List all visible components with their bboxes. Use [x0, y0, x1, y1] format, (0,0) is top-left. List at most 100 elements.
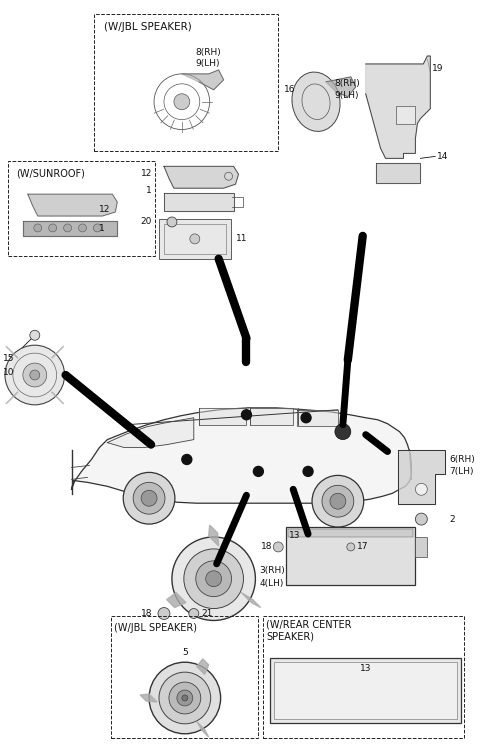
- Text: 14: 14: [437, 152, 449, 161]
- Text: (W/SUNROOF): (W/SUNROOF): [16, 168, 85, 178]
- Circle shape: [149, 662, 221, 734]
- Text: (W/JBL SPEAKER): (W/JBL SPEAKER): [114, 624, 197, 633]
- Circle shape: [303, 467, 313, 477]
- Text: 18: 18: [141, 609, 152, 618]
- Text: 6(RH): 6(RH): [449, 455, 475, 464]
- Bar: [8, 161, 155, 256]
- Bar: [164, 224, 226, 254]
- Bar: [288, 529, 413, 537]
- Polygon shape: [241, 593, 261, 608]
- Polygon shape: [52, 346, 63, 358]
- Circle shape: [330, 493, 346, 509]
- Circle shape: [322, 486, 354, 517]
- Polygon shape: [199, 408, 246, 425]
- Text: 9(LH): 9(LH): [196, 60, 220, 69]
- Circle shape: [312, 475, 364, 527]
- Text: (W/REAR CENTER
SPEAKER): (W/REAR CENTER SPEAKER): [266, 620, 352, 641]
- Bar: [264, 617, 464, 737]
- Circle shape: [196, 561, 231, 596]
- Polygon shape: [297, 409, 338, 426]
- Circle shape: [48, 224, 57, 232]
- Text: 16: 16: [284, 85, 296, 94]
- Polygon shape: [376, 164, 420, 183]
- Circle shape: [30, 330, 40, 340]
- Bar: [286, 527, 415, 584]
- Circle shape: [301, 412, 311, 423]
- Polygon shape: [6, 392, 18, 404]
- Circle shape: [184, 549, 243, 608]
- Circle shape: [206, 571, 222, 587]
- Circle shape: [189, 608, 199, 618]
- Text: (W/JBL SPEAKER): (W/JBL SPEAKER): [104, 22, 192, 32]
- Circle shape: [182, 455, 192, 464]
- Bar: [111, 617, 258, 737]
- Circle shape: [169, 682, 201, 714]
- Text: 11: 11: [236, 234, 247, 244]
- Circle shape: [177, 690, 193, 706]
- Polygon shape: [167, 593, 186, 608]
- Circle shape: [34, 224, 42, 232]
- Circle shape: [182, 695, 188, 701]
- Circle shape: [338, 425, 348, 434]
- Text: 15: 15: [3, 354, 14, 363]
- Circle shape: [335, 424, 351, 440]
- Bar: [270, 658, 461, 723]
- Polygon shape: [164, 193, 234, 211]
- Text: 9(LH): 9(LH): [334, 91, 359, 100]
- Text: 13: 13: [360, 664, 372, 673]
- Text: 4(LH): 4(LH): [259, 579, 284, 588]
- Polygon shape: [397, 449, 445, 504]
- Circle shape: [23, 363, 47, 387]
- Polygon shape: [197, 659, 209, 674]
- Text: 1: 1: [146, 185, 152, 195]
- Polygon shape: [251, 408, 293, 425]
- Circle shape: [415, 483, 427, 495]
- Circle shape: [241, 409, 252, 420]
- Circle shape: [141, 490, 157, 506]
- Polygon shape: [28, 194, 117, 216]
- Bar: [274, 662, 457, 719]
- Circle shape: [172, 537, 255, 621]
- Text: 20: 20: [141, 217, 152, 226]
- Polygon shape: [366, 56, 430, 158]
- Bar: [159, 219, 230, 259]
- Circle shape: [273, 542, 283, 552]
- Text: 18: 18: [261, 542, 272, 551]
- Polygon shape: [182, 70, 224, 90]
- Polygon shape: [326, 77, 356, 97]
- Polygon shape: [6, 346, 18, 358]
- Circle shape: [123, 473, 175, 524]
- Circle shape: [133, 483, 165, 514]
- Text: 17: 17: [357, 542, 368, 551]
- Text: 12: 12: [99, 204, 111, 213]
- Text: 21: 21: [202, 609, 213, 618]
- Bar: [396, 106, 415, 124]
- Circle shape: [159, 672, 211, 724]
- Polygon shape: [209, 525, 218, 546]
- Circle shape: [5, 345, 65, 405]
- Circle shape: [190, 234, 200, 244]
- Circle shape: [167, 217, 177, 227]
- Text: 2: 2: [449, 515, 455, 523]
- Text: 12: 12: [141, 169, 152, 178]
- Bar: [415, 537, 427, 557]
- Polygon shape: [52, 392, 63, 404]
- Text: 8(RH): 8(RH): [196, 48, 222, 57]
- Polygon shape: [108, 418, 194, 448]
- Circle shape: [174, 93, 190, 109]
- Text: 5: 5: [182, 648, 188, 657]
- Text: 7(LH): 7(LH): [449, 467, 474, 476]
- Circle shape: [158, 608, 170, 620]
- Text: 1: 1: [99, 225, 105, 234]
- Polygon shape: [164, 167, 239, 188]
- Polygon shape: [72, 408, 411, 503]
- Ellipse shape: [292, 72, 340, 131]
- Text: 10: 10: [3, 367, 14, 376]
- Circle shape: [415, 513, 427, 525]
- Circle shape: [94, 224, 101, 232]
- Bar: [95, 14, 278, 152]
- Text: 13: 13: [289, 531, 300, 540]
- Polygon shape: [140, 694, 157, 702]
- Text: 3(RH): 3(RH): [259, 566, 285, 575]
- Circle shape: [347, 543, 355, 551]
